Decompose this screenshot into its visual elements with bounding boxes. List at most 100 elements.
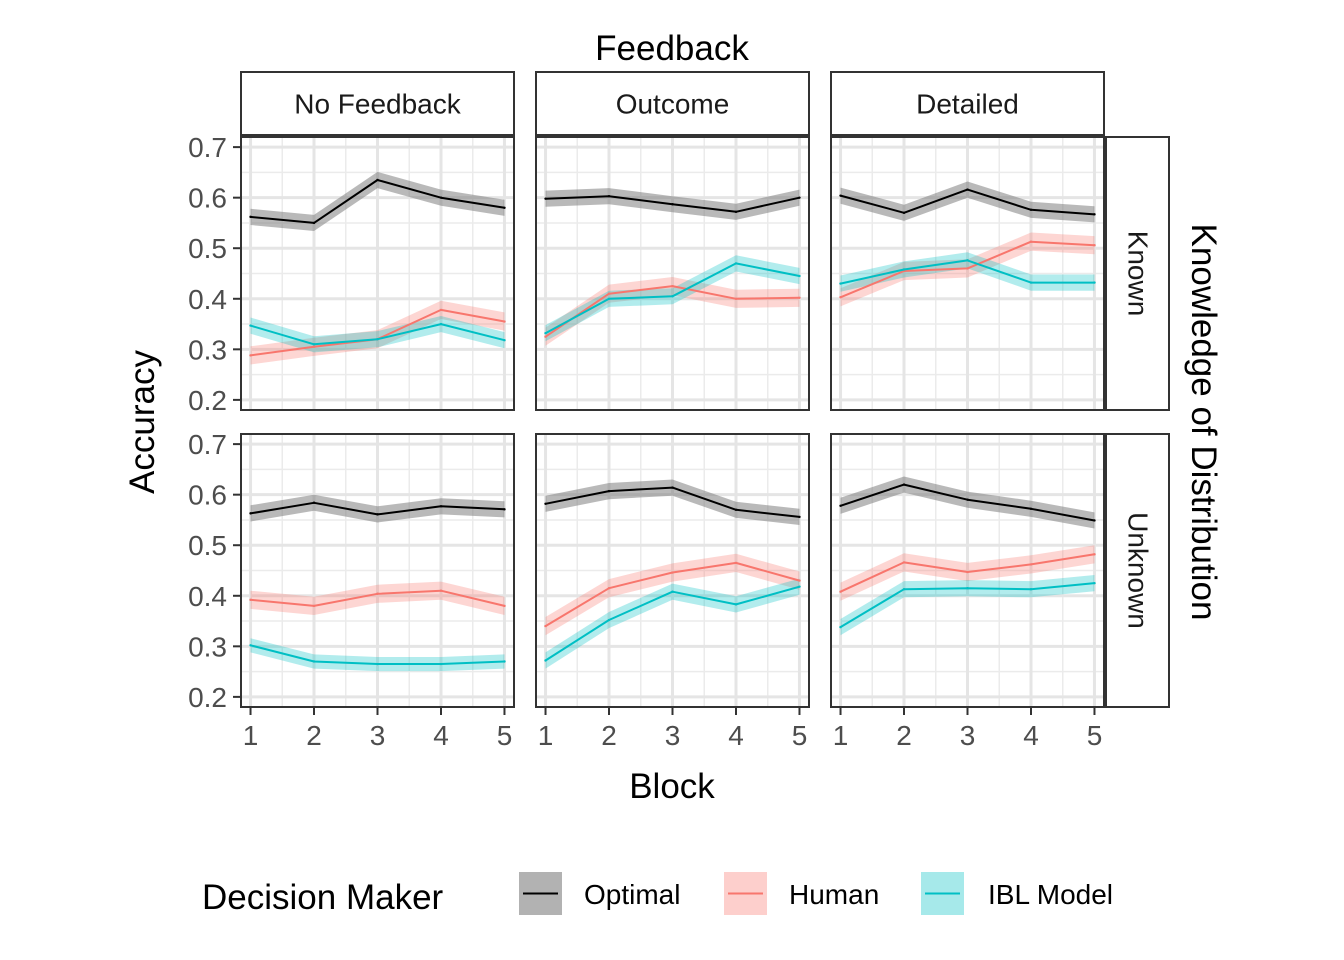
y-tick-label: 0.3	[188, 631, 227, 662]
data-point-optimal	[439, 196, 443, 199]
data-point-ibl-model	[249, 644, 252, 647]
data-point-human	[798, 579, 801, 582]
data-point-optimal	[1029, 507, 1033, 511]
facet-strip-label: Unknown	[1123, 512, 1154, 629]
data-point-human	[734, 297, 738, 300]
y-tick-label: 0.6	[188, 480, 227, 511]
data-point-human	[734, 561, 738, 565]
data-point-optimal	[734, 210, 738, 214]
facet-strip-no-feedback: No Feedback	[240, 71, 515, 136]
y-tick-label: 0.4	[188, 284, 227, 315]
data-point-optimal	[734, 508, 738, 512]
x-tick-label: 3	[960, 720, 976, 751]
data-point-ibl-model	[966, 259, 969, 262]
data-point-human	[607, 292, 611, 295]
y-axis-title: Accuracy	[123, 350, 162, 494]
panel-outcome-known	[535, 136, 810, 411]
data-point-ibl-model	[671, 590, 674, 593]
data-point-human	[839, 590, 842, 593]
legend-label: IBL Model	[988, 879, 1113, 910]
x-tick-label: 5	[792, 720, 808, 751]
x-tick-label: 3	[370, 720, 386, 751]
data-point-optimal	[671, 203, 674, 206]
x-tick-label: 2	[896, 720, 912, 751]
data-point-optimal	[671, 486, 674, 489]
facet-strip-box	[240, 71, 515, 136]
x-tick-label: 5	[497, 720, 513, 751]
y-tick-label: 0.2	[188, 385, 227, 416]
data-point-human	[249, 598, 252, 602]
panel-no-feedback-known: 0.2 0.3 0.4 0.5 0.6 0.7	[188, 132, 515, 416]
data-point-ibl-model	[1029, 281, 1033, 284]
x-axis-title: Block	[629, 767, 715, 806]
y-tick-label: 0.3	[188, 334, 227, 365]
data-point-optimal	[249, 215, 252, 219]
y-tick-label: 0.5	[188, 530, 227, 561]
data-point-optimal	[1093, 213, 1096, 216]
panel-no-feedback-unknown: 0.2 0.3 0.4 0.5 0.6 0.7 1 2 3 4 5	[188, 429, 515, 751]
facet-strip-label: Known	[1123, 231, 1154, 317]
data-point-optimal	[249, 512, 252, 515]
panel-border	[535, 136, 810, 411]
panel-data	[249, 171, 506, 365]
data-point-optimal	[839, 504, 842, 507]
data-point-ibl-model	[839, 282, 842, 285]
data-point-optimal	[503, 508, 506, 511]
x-tick-label: 2	[306, 720, 322, 751]
panel-detailed-unknown: 1 2 3 4 5	[830, 433, 1105, 751]
data-point-ibl-model	[439, 662, 443, 666]
data-point-ibl-model	[1029, 588, 1033, 591]
data-point-optimal	[839, 194, 842, 197]
data-point-optimal	[1029, 208, 1033, 211]
panel-data	[544, 188, 801, 346]
facet-strip-box	[535, 71, 810, 136]
facet-strip-label: No Feedback	[294, 89, 462, 120]
data-point-human	[671, 284, 674, 288]
data-point-ibl-model	[734, 262, 738, 265]
confidence-band-human	[545, 553, 800, 636]
data-point-human	[503, 320, 506, 323]
data-point-ibl-model	[312, 343, 316, 346]
data-point-ibl-model	[249, 324, 252, 327]
data-point-optimal	[439, 505, 443, 508]
confidence-band-ibl-model	[545, 255, 800, 342]
data-point-ibl-model	[839, 625, 842, 629]
legend-title: Decision Maker	[202, 878, 444, 917]
data-point-human	[798, 296, 801, 299]
panel-data	[249, 494, 506, 672]
data-point-ibl-model	[1093, 581, 1096, 585]
data-point-ibl-model	[607, 618, 611, 622]
data-point-optimal	[966, 498, 969, 501]
y-tick-label: 0.7	[188, 132, 227, 163]
data-point-ibl-model	[376, 662, 379, 666]
panel-grid: No Feedback Outcome Detailed Known Unknown 0.…	[188, 71, 1170, 751]
data-point-human	[544, 335, 547, 338]
data-point-human	[503, 604, 506, 608]
data-point-human	[607, 586, 611, 590]
data-point-human	[671, 571, 674, 574]
facet-strip-detailed: Detailed	[830, 71, 1105, 136]
facet-strip-label: Outcome	[616, 89, 730, 120]
data-point-ibl-model	[902, 268, 906, 271]
y-tick-label: 0.6	[188, 183, 227, 214]
legend-item-ibl-model: IBL Model	[921, 872, 1113, 915]
data-point-ibl-model	[671, 295, 674, 298]
confidence-band-optimal	[840, 476, 1095, 529]
panel-data	[839, 476, 1096, 636]
x-tick-label: 4	[1023, 720, 1039, 751]
data-point-optimal	[544, 502, 547, 505]
x-tick-label: 4	[433, 720, 449, 751]
data-point-ibl-model	[607, 297, 611, 300]
facet-strip-unknown: Unknown	[1105, 433, 1170, 708]
x-tick-label: 1	[833, 720, 849, 751]
legend-item-human: Human	[724, 872, 879, 915]
facet-strip-box	[830, 71, 1105, 136]
data-point-human	[312, 345, 316, 349]
legend-label: Human	[789, 879, 879, 910]
confidence-band-optimal	[250, 171, 505, 231]
data-point-ibl-model	[798, 585, 801, 588]
y-tick-label: 0.5	[188, 233, 227, 264]
data-point-ibl-model	[376, 338, 379, 341]
data-point-human	[1029, 563, 1033, 566]
